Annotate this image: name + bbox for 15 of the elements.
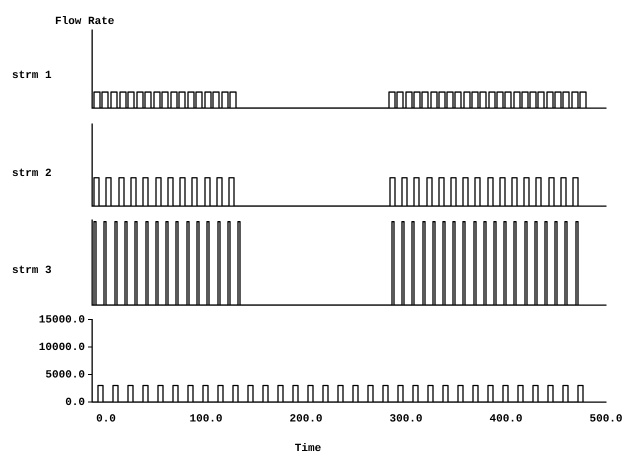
chart-title: Flow Rate (55, 16, 114, 28)
y-tick-label: 0.0 (65, 396, 85, 409)
y-tick-label: 10000.0 (38, 342, 85, 354)
x-tick-label: 300.0 (389, 413, 423, 426)
y-axis-title: strm 3 (12, 265, 52, 277)
y-axis-title: strm 1 (12, 70, 52, 82)
y-tick-label: 5000.0 (45, 369, 85, 382)
x-tick-label: 200.0 (289, 413, 323, 426)
x-tick-label: 400.0 (489, 413, 523, 426)
x-axis-title: Time (294, 443, 322, 455)
x-tick-label: 500.0 (589, 413, 623, 426)
y-tick-label: 15000.0 (38, 314, 85, 326)
x-tick-label: 100.0 (189, 413, 223, 426)
y-axis-title: strm 2 (12, 168, 52, 180)
x-tick-label: 0.0 (96, 413, 116, 426)
